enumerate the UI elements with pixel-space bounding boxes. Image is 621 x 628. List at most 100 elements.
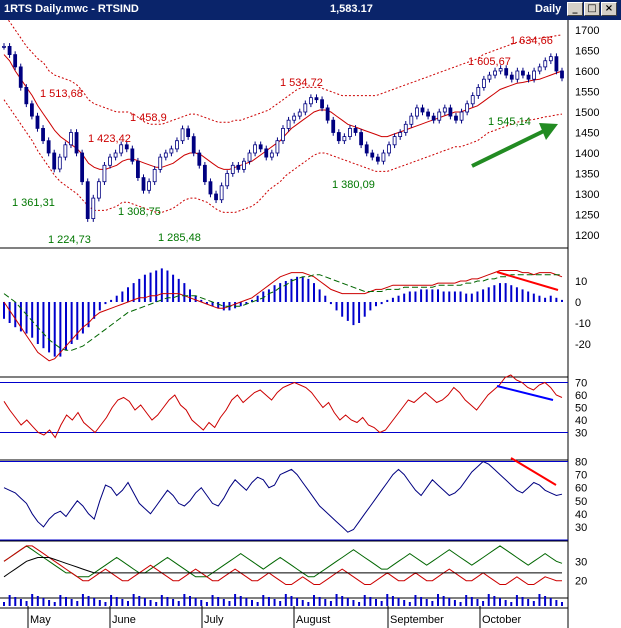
price-candle-body [202, 164, 207, 183]
chart-area[interactable]: 1700 1650 1600 1550 1500 1450 1400 1350 1300 1250… [0, 20, 621, 628]
minimize-button[interactable]: _ [567, 2, 583, 16]
price-annotation: 1 634,66 [510, 35, 553, 47]
price-candle-body [91, 197, 96, 220]
price-candle-body [481, 78, 486, 88]
price-candle-body [281, 128, 285, 142]
price-candle-body [13, 54, 18, 68]
macd-signal-line [3, 274, 562, 351]
stoch-tick-label: 50 [575, 496, 587, 508]
price-candle-body [398, 132, 403, 137]
price-tick-label: 1350 [575, 169, 599, 181]
price-tick-label: 1650 [575, 46, 599, 58]
price-candle-body [7, 45, 12, 55]
price-candle-body [152, 168, 157, 183]
price-tick-label: 1400 [575, 148, 599, 160]
interval-label: Daily [535, 3, 562, 15]
price-candle-body [197, 152, 202, 166]
price-candle-body [515, 70, 520, 80]
price-candle-body [141, 177, 146, 191]
price-candle-body [448, 107, 453, 117]
price-candle-body [124, 144, 129, 150]
rsi-divergence-line [496, 385, 554, 401]
price-candle-body [470, 95, 475, 105]
price-candle-body [336, 132, 341, 142]
price-tick-label: 1300 [575, 189, 599, 201]
price-tick-label: 1450 [575, 128, 599, 140]
price-candle-body [80, 152, 85, 183]
price-candle-body [504, 68, 509, 76]
price-candle-body [52, 152, 57, 170]
price-candle-body [147, 181, 151, 191]
price-candle-body [560, 70, 564, 79]
stoch-tick-label: 80 [575, 457, 587, 469]
dmi-plus-line [3, 545, 563, 578]
price-candle-body [57, 156, 62, 170]
dmi-adx-line [3, 557, 562, 578]
price-annotation: 1 605,67 [468, 56, 511, 68]
month-label: September [390, 614, 444, 626]
stoch-divergence-line [510, 457, 557, 486]
price-candle-body [459, 111, 464, 121]
price-overlay-line [7, 20, 563, 125]
macd-tick-label: -10 [575, 318, 591, 330]
price-candle-body [163, 152, 168, 158]
dmi-tick-label: 20 [575, 576, 587, 588]
price-candle-body [387, 144, 391, 154]
stoch-tick-label: 60 [575, 483, 587, 495]
rsi-tick-label: 30 [575, 428, 587, 440]
price-candle-body [219, 185, 224, 201]
price-candle-body [297, 111, 302, 117]
trend-arrow-line [471, 127, 549, 168]
title-bar[interactable]: 1RTS Daily.mwc - RTSIND 1,583.17 Daily _… [0, 0, 621, 20]
close-button[interactable]: × [601, 2, 617, 16]
price-candle-body [409, 115, 414, 125]
rsi-tick-label: 60 [575, 390, 587, 402]
price-candle-body [420, 107, 425, 113]
price-candle-body [102, 164, 107, 183]
price-tick-label: 1700 [575, 25, 599, 37]
price-tick-label: 1500 [575, 107, 599, 119]
price-candle-body [35, 115, 40, 129]
price-candle-body [353, 128, 358, 133]
price-candle-body [169, 148, 174, 154]
price-candle-body [437, 111, 442, 121]
price-candle-body [258, 144, 263, 150]
price-tick-label: 1550 [575, 87, 599, 99]
price-candle-body [96, 181, 101, 199]
price-candle-body [543, 60, 548, 68]
price-candle-body [325, 107, 330, 121]
price-candle-body [275, 140, 280, 154]
price-candle-body [320, 99, 324, 109]
month-label: July [204, 614, 224, 626]
price-annotation: 1 423,42 [88, 133, 131, 145]
price-candle-body [247, 152, 252, 162]
price-annotation: 1 545,14 [488, 116, 531, 128]
price-tick-label: 1250 [575, 210, 599, 222]
price-candle-body [314, 97, 319, 101]
price-candle-body [29, 103, 34, 117]
month-label: August [296, 614, 330, 626]
price-candle-body [521, 70, 525, 76]
stoch-tick-label: 70 [575, 470, 587, 482]
price-candle-body [242, 160, 246, 170]
price-candle-body [85, 181, 90, 219]
price-candle-body [24, 87, 29, 105]
price-candle-body [214, 193, 218, 201]
price-candle-body [342, 136, 347, 142]
stoch-tick-label: 40 [575, 509, 587, 521]
price-tick-label: 1200 [575, 230, 599, 242]
price-candle-body [415, 107, 419, 117]
price-candle-body [308, 97, 313, 105]
maximize-button[interactable]: □ [584, 2, 600, 16]
price-candle-body [403, 123, 408, 133]
macd-line [3, 270, 563, 362]
price-candle-body [253, 144, 258, 154]
rsi-tick-label: 70 [575, 378, 587, 390]
price-candle-body [225, 173, 230, 187]
price-candle-body [286, 119, 291, 129]
price-candle-body [431, 115, 436, 121]
price-candle-body [130, 148, 135, 162]
price-candle-body [370, 152, 375, 158]
price-candle-body [2, 45, 6, 48]
price-candle-body [509, 74, 514, 80]
